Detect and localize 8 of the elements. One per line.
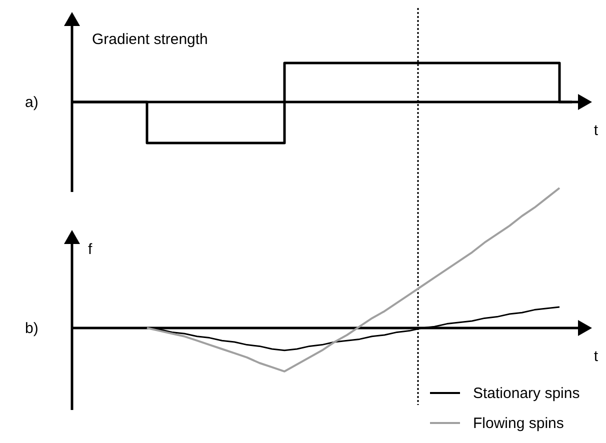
legend-label: Stationary spins bbox=[473, 385, 580, 402]
y-axis-title: f bbox=[88, 241, 93, 258]
x-axis-title: t bbox=[594, 348, 599, 365]
x-axis-title: t bbox=[594, 122, 599, 139]
text: b) bbox=[25, 320, 38, 337]
text: a) bbox=[25, 94, 38, 111]
legend-label: Flowing spins bbox=[473, 415, 564, 432]
y-axis-title: Gradient strength bbox=[92, 31, 208, 48]
